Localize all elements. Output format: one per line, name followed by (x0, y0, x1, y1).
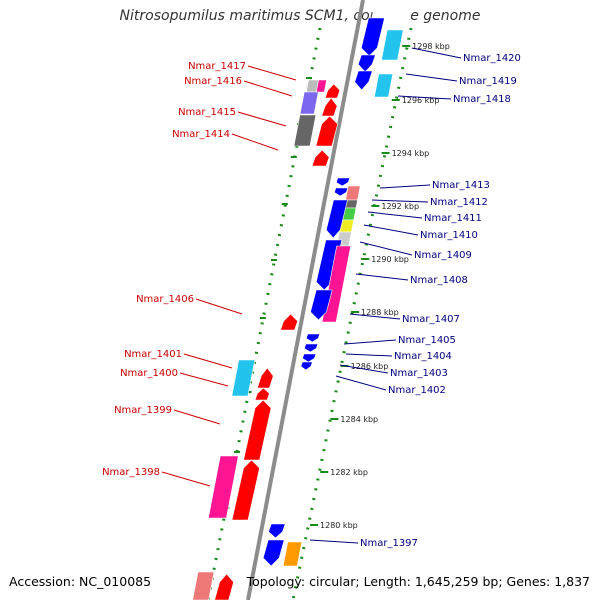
kbp-tick-label: 1286 kbp (351, 362, 389, 371)
left-leader-line (183, 353, 233, 369)
kbp-tick-label: 1298 kbp (412, 42, 450, 51)
right-leader-line (371, 199, 429, 203)
left-dotted-track (206, 27, 322, 600)
left-leader-line (161, 471, 211, 487)
kbp-tick-label: 1284 kbp (340, 415, 378, 424)
kbp-tick-label: 1294 kbp (392, 149, 430, 158)
left-gene-label[interactable]: Nmar_1416 (184, 76, 242, 87)
accession-label: Accession: NC_010085 (9, 574, 152, 589)
gene-nmar-1415b-shape[interactable] (321, 97, 338, 117)
left-leader-line (237, 111, 287, 127)
gene-nmar-1396b-shape[interactable] (214, 573, 234, 600)
gene-nmar-1397c-shape[interactable] (262, 539, 285, 567)
gene-nmar-1416b-shape[interactable] (324, 83, 341, 99)
left-gene-label[interactable]: Nmar_1400 (120, 368, 178, 379)
right-leader-line (397, 95, 452, 100)
right-leader-line (379, 184, 431, 189)
gene-nmar-1401-shape[interactable] (231, 359, 256, 397)
gene-nmar-1414b-shape[interactable] (311, 149, 330, 167)
gene-nmar-1402-shape[interactable] (300, 361, 313, 371)
left-leader-line (179, 372, 229, 387)
right-leader-line (343, 339, 397, 345)
left-gene-label[interactable]: Nmar_1414 (172, 129, 230, 140)
right-gene-label[interactable]: Nmar_1419 (459, 76, 517, 87)
left-leader-line (173, 409, 221, 425)
right-gene-label[interactable]: Nmar_1402 (388, 385, 446, 396)
right-leader-line (349, 313, 401, 320)
gene-nmar-1398b-shape[interactable] (231, 459, 260, 521)
right-leader-line (355, 273, 409, 281)
right-leader-line (367, 211, 423, 219)
right-leader-line (309, 539, 359, 544)
gene-nmar-1403-shape[interactable] (302, 353, 317, 363)
genome-backbone (246, 0, 365, 600)
right-leader-line (363, 224, 419, 236)
gene-nmar-1416-shape[interactable] (299, 91, 319, 115)
gene-nmar-1415-shape[interactable] (293, 114, 317, 147)
right-gene-label[interactable]: Nmar_1403 (390, 368, 448, 379)
left-gene-label[interactable]: Nmar_1398 (102, 467, 160, 478)
right-gene-label[interactable]: Nmar_1411 (424, 213, 482, 224)
left-gene-label[interactable]: Nmar_1399 (114, 405, 172, 416)
gene-nmar-1397b-shape[interactable] (268, 523, 286, 539)
right-leader-line (405, 73, 458, 82)
gene-nmar-1396-shape[interactable] (192, 571, 215, 600)
right-gene-label[interactable]: Nmar_1405 (398, 335, 456, 346)
gene-nmar-1409b-shape[interactable] (325, 199, 348, 239)
gene-nmar-1400-shape[interactable] (254, 387, 270, 401)
gene-nmar-1418b-shape[interactable] (354, 70, 373, 91)
kbp-tick-label: 1292 kbp (381, 202, 419, 211)
gene-nmar-1417-shape[interactable] (315, 79, 327, 93)
right-leader-line (359, 241, 413, 256)
gene-nmar-1398-shape[interactable] (208, 455, 239, 519)
left-leader-line (247, 65, 297, 81)
gene-nmar-1418-shape[interactable] (373, 73, 394, 98)
right-gene-label[interactable]: Nmar_1410 (420, 230, 478, 241)
gene-nmar-1419b-shape[interactable] (357, 54, 376, 73)
right-gene-label[interactable]: Nmar_1418 (453, 94, 511, 105)
gene-nmar-1414-shape[interactable] (315, 115, 339, 147)
kbp-tick-label: 1296 kbp (402, 96, 440, 105)
kbp-tick-label: 1288 kbp (361, 308, 399, 317)
gene-nmar-1420-shape[interactable] (360, 17, 385, 57)
left-gene-label[interactable]: Nmar_1417 (188, 61, 246, 72)
kbp-tick-label: 1290 kbp (371, 255, 409, 264)
right-gene-label[interactable]: Nmar_1412 (430, 197, 488, 208)
gene-nmar-1406-shape[interactable] (280, 313, 298, 331)
left-leader-line (243, 80, 293, 97)
left-leader-line (195, 298, 243, 315)
kbp-tick-label: 1280 kbp (320, 521, 358, 530)
gene-nmar-1401b-shape[interactable] (256, 367, 274, 389)
right-gene-label[interactable]: Nmar_1413 (432, 180, 490, 191)
genome-summary: Topology: circular; Length: 1,645,259 bp… (246, 574, 590, 589)
right-gene-label[interactable]: Nmar_1397 (360, 538, 418, 549)
kbp-tick-label: 1282 kbp (330, 468, 368, 477)
gene-nmar-1413c-shape[interactable] (333, 187, 349, 197)
right-gene-label[interactable]: Nmar_1409 (414, 250, 472, 261)
right-gene-label[interactable]: Nmar_1408 (410, 275, 468, 286)
right-gene-label[interactable]: Nmar_1420 (463, 53, 521, 64)
left-gene-label[interactable]: Nmar_1406 (136, 294, 194, 305)
right-gene-label[interactable]: Nmar_1404 (394, 351, 452, 362)
right-leader-line (335, 375, 387, 391)
gene-nmar-1399-shape[interactable] (243, 399, 272, 461)
right-leader-line (339, 364, 389, 374)
gene-nmar-1413b-shape[interactable] (335, 177, 351, 187)
gene-nmar-1413-shape[interactable] (345, 185, 361, 201)
left-gene-label[interactable]: Nmar_1415 (178, 107, 236, 118)
right-leader-line (411, 47, 462, 59)
gene-nmar-1397-shape[interactable] (282, 541, 303, 567)
gene-nmar-1419-shape[interactable] (381, 29, 404, 61)
right-leader-line (345, 353, 393, 357)
gene-nmar-1405-shape[interactable] (305, 333, 321, 343)
left-leader-line (231, 133, 279, 151)
gene-nmar-1407-shape[interactable] (310, 289, 333, 321)
left-gene-label[interactable]: Nmar_1401 (124, 349, 182, 360)
right-gene-label[interactable]: Nmar_1407 (402, 314, 460, 325)
gene-nmar-1404-shape[interactable] (303, 343, 319, 353)
